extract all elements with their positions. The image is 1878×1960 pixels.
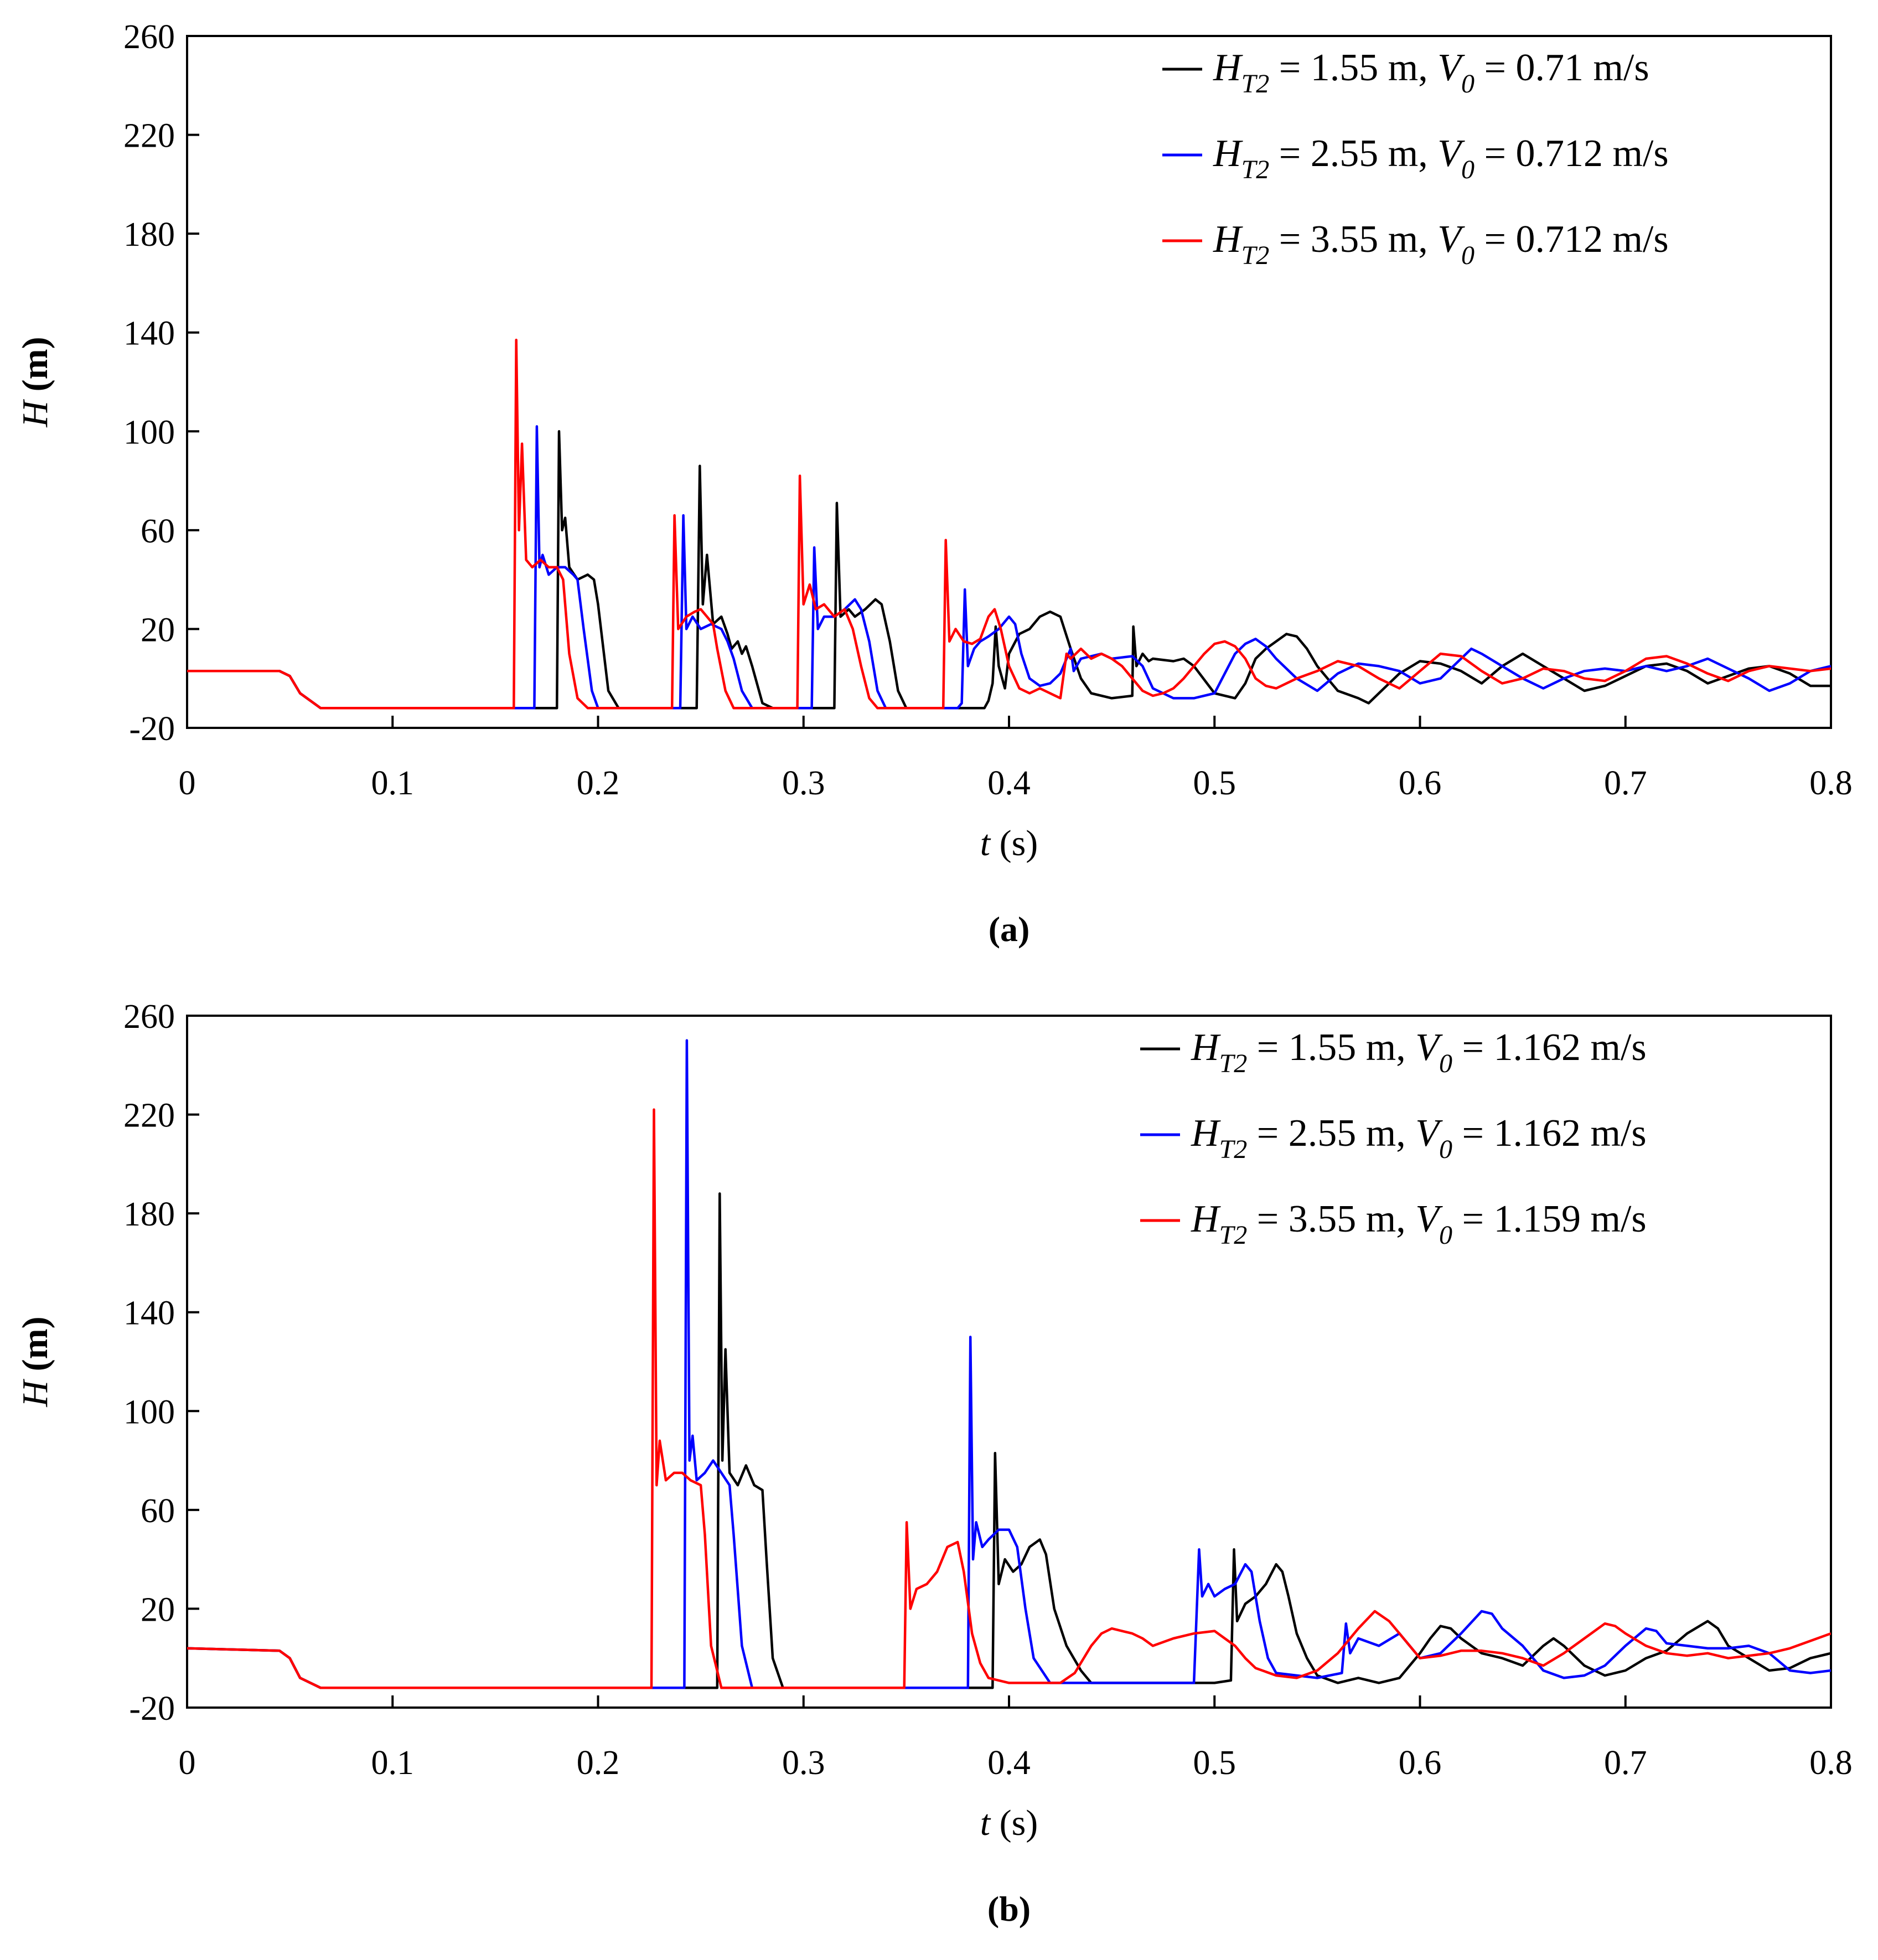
x-tick-label: 0.6 bbox=[1399, 1744, 1442, 1782]
y-tick-label: 140 bbox=[123, 315, 175, 353]
chart-panel-b: 0 0.1 0.2 0.3 0.4 0.5 0.6 0.7 0.8 -20 20 60 100 140 18… bbox=[15, 998, 1853, 1928]
x-tick-label: 0.3 bbox=[782, 1744, 825, 1782]
legend: HT2 = 1.55 m, V0 = 1.162 m/s HT2 = 2.55 m… bbox=[1140, 1026, 1647, 1250]
x-tick-label: 0.1 bbox=[371, 764, 415, 802]
y-tick-label: 180 bbox=[123, 1196, 175, 1233]
y-axis-label: H (m) bbox=[15, 337, 55, 427]
x-tick-label: 0.2 bbox=[577, 764, 620, 802]
y-tick-label: 220 bbox=[123, 117, 175, 155]
x-tick-label: 0.1 bbox=[371, 1744, 415, 1782]
series-line-3 bbox=[187, 1108, 1831, 1689]
x-tick-label: 0.4 bbox=[987, 764, 1031, 802]
x-axis-label: t (s) bbox=[980, 1803, 1038, 1843]
legend-label-2: HT2 = 2.55 m, V0 = 1.162 m/s bbox=[1191, 1112, 1647, 1164]
series-line-3 bbox=[187, 338, 1831, 710]
y-tick-label: 260 bbox=[123, 998, 175, 1036]
y-tick-label: 20 bbox=[141, 611, 175, 649]
x-tick-label: 0.7 bbox=[1604, 764, 1647, 802]
x-tick-label: 0 bbox=[179, 764, 196, 802]
y-tick-label: 100 bbox=[123, 1393, 175, 1431]
x-tick-label: 0.5 bbox=[1193, 1744, 1237, 1782]
legend-label-2: HT2 = 2.55 m, V0 = 0.712 m/s bbox=[1213, 132, 1669, 184]
legend-label-3: HT2 = 3.55 m, V0 = 1.159 m/s bbox=[1191, 1198, 1647, 1250]
y-tick-label: 60 bbox=[141, 513, 175, 550]
y-tick-label: -20 bbox=[129, 1690, 175, 1728]
series-line-1 bbox=[187, 430, 1831, 710]
panel-label: (b) bbox=[987, 1889, 1031, 1928]
x-tick-label: 0.8 bbox=[1809, 1744, 1853, 1782]
y-tick-label: 100 bbox=[123, 413, 175, 451]
y-axis-label: H (m) bbox=[15, 1316, 55, 1407]
x-tick-label: 0 bbox=[179, 1744, 196, 1782]
x-tick-label: 0.7 bbox=[1604, 1744, 1647, 1782]
legend: HT2 = 1.55 m, V0 = 0.71 m/s HT2 = 2.55 m,… bbox=[1162, 46, 1669, 270]
series-line-1 bbox=[187, 1192, 1831, 1689]
legend-label-1: HT2 = 1.55 m, V0 = 0.71 m/s bbox=[1213, 46, 1649, 99]
y-tick-label: 180 bbox=[123, 216, 175, 254]
y-tick-label: 140 bbox=[123, 1295, 175, 1332]
x-axis-label: t (s) bbox=[980, 823, 1038, 863]
y-tick-label: 20 bbox=[141, 1591, 175, 1628]
x-tick-label: 0.4 bbox=[987, 1744, 1031, 1782]
panel-label: (a) bbox=[989, 909, 1030, 949]
chart-panel-a: 0 0.1 0.2 0.3 0.4 0.5 0.6 0.7 0.8 -20 20 60 100 140 18… bbox=[15, 18, 1853, 949]
x-tick-label: 0.6 bbox=[1399, 764, 1442, 802]
x-tick-label: 0.3 bbox=[782, 764, 825, 802]
x-tick-label: 0.8 bbox=[1809, 764, 1853, 802]
legend-label-1: HT2 = 1.55 m, V0 = 1.162 m/s bbox=[1191, 1026, 1647, 1078]
y-tick-label: 60 bbox=[141, 1492, 175, 1530]
y-tick-label: -20 bbox=[129, 710, 175, 748]
y-tick-label: 260 bbox=[123, 18, 175, 56]
y-tick-label: 220 bbox=[123, 1097, 175, 1135]
x-tick-label: 0.2 bbox=[577, 1744, 620, 1782]
legend-label-3: HT2 = 3.55 m, V0 = 0.712 m/s bbox=[1213, 218, 1669, 270]
x-tick-label: 0.5 bbox=[1193, 764, 1237, 802]
series-line-2 bbox=[187, 1039, 1831, 1689]
